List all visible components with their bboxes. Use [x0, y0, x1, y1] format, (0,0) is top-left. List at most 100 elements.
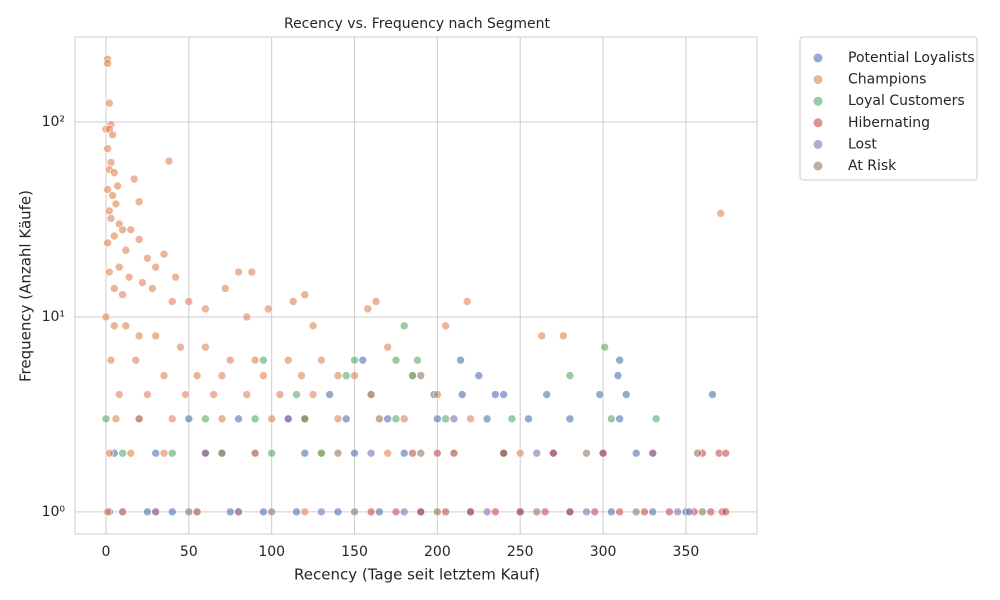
point	[111, 199, 121, 209]
point	[129, 174, 139, 184]
point	[108, 191, 117, 200]
point	[106, 158, 116, 167]
point	[143, 507, 152, 517]
point	[416, 507, 426, 517]
point	[341, 414, 351, 424]
point	[466, 414, 475, 424]
point	[138, 278, 147, 287]
point	[716, 209, 726, 218]
point	[540, 507, 550, 517]
point	[565, 414, 575, 424]
point	[684, 507, 694, 517]
point	[441, 507, 450, 517]
point	[292, 390, 301, 399]
point	[159, 249, 169, 259]
point	[482, 414, 492, 424]
point	[201, 414, 210, 424]
point	[104, 448, 114, 458]
point	[651, 414, 661, 424]
point	[121, 321, 131, 331]
legend-marker	[813, 96, 823, 106]
point	[375, 507, 384, 517]
point	[109, 231, 119, 241]
point	[391, 414, 401, 424]
point	[300, 290, 310, 300]
point	[300, 448, 310, 458]
legend-label: Lost	[848, 136, 877, 152]
point	[192, 371, 202, 380]
point	[615, 507, 624, 517]
point	[184, 414, 194, 424]
point	[462, 297, 472, 306]
point	[515, 507, 525, 517]
x-tick-label: 300	[590, 544, 617, 560]
point	[433, 507, 442, 517]
legend-box	[799, 36, 978, 181]
point	[283, 355, 293, 365]
legend-label: Potential Loyalists	[848, 50, 975, 66]
x-tick-label: 350	[673, 544, 700, 560]
point	[181, 390, 190, 399]
point	[542, 390, 552, 399]
point	[559, 331, 568, 341]
point	[297, 371, 306, 380]
point	[350, 355, 359, 365]
point	[250, 414, 260, 424]
point	[300, 507, 310, 517]
x-tick-label: 100	[258, 544, 285, 560]
point	[104, 206, 114, 216]
point	[201, 304, 210, 314]
point	[449, 448, 459, 458]
point	[693, 448, 702, 458]
point	[114, 390, 124, 399]
point	[350, 371, 359, 380]
legend-label: Loyal Customers	[848, 93, 965, 109]
point	[242, 312, 252, 322]
legend-marker	[813, 118, 823, 128]
point	[648, 448, 658, 458]
point	[259, 507, 268, 517]
point	[242, 390, 252, 399]
point	[631, 507, 641, 517]
point	[103, 144, 112, 153]
y-tick-label: 10⁰	[42, 504, 66, 520]
point	[131, 355, 141, 365]
point	[399, 448, 409, 458]
point	[104, 98, 114, 108]
legend-marker	[813, 139, 823, 149]
point	[111, 414, 121, 424]
point	[590, 507, 600, 517]
point	[167, 448, 177, 458]
point	[317, 448, 326, 458]
point	[234, 414, 243, 424]
point	[103, 507, 112, 517]
point	[106, 214, 116, 223]
point	[201, 448, 210, 458]
point	[292, 507, 301, 517]
point	[234, 267, 243, 277]
point	[499, 448, 508, 458]
x-tick-label: 0	[102, 544, 111, 560]
point	[101, 312, 111, 322]
point	[607, 414, 616, 424]
point	[118, 290, 127, 300]
point	[515, 448, 525, 458]
point	[482, 507, 492, 517]
point	[317, 355, 326, 365]
point	[665, 507, 674, 517]
point	[247, 267, 257, 277]
point	[466, 507, 475, 517]
point	[615, 355, 624, 365]
point	[383, 414, 392, 424]
point	[698, 507, 707, 517]
point	[103, 59, 112, 68]
legend-label: Champions	[848, 72, 926, 88]
point	[613, 371, 623, 380]
point	[598, 448, 608, 458]
point	[267, 414, 276, 424]
point	[124, 272, 134, 282]
y-axis-label: Frequency (Anzahl Käufe)	[17, 190, 35, 382]
legend-label: At Risk	[848, 158, 897, 174]
x-axis-label: Recency (Tage seit letztem Kauf)	[294, 566, 540, 584]
